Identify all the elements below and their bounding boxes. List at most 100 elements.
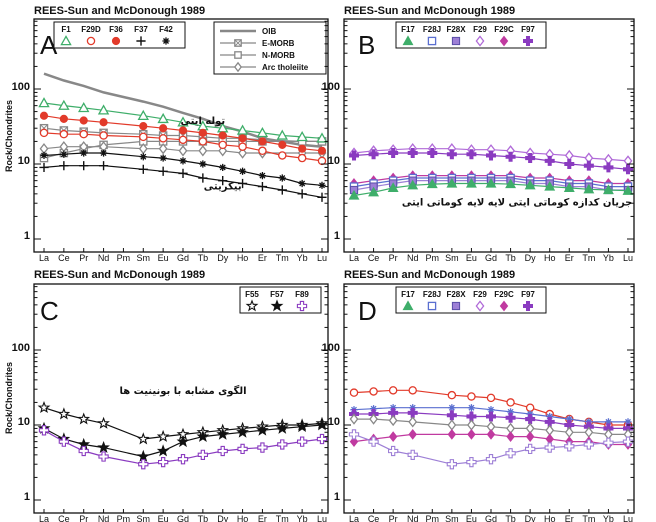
data-point	[178, 126, 188, 135]
data-point	[318, 181, 326, 189]
x-tick-label: La	[349, 514, 359, 522]
data-point	[38, 425, 50, 436]
data-point	[278, 174, 286, 182]
data-point	[258, 146, 267, 156]
annotation-label: کوماتی ایتی	[402, 197, 463, 208]
data-point	[295, 420, 309, 433]
plot-frame	[33, 283, 329, 514]
data-point	[276, 129, 288, 140]
data-point	[77, 412, 91, 425]
data-point	[297, 153, 307, 163]
chart-title: REES-Sun and McDonough 1989	[344, 269, 515, 281]
x-tick-label: Sm	[445, 253, 459, 263]
data-point	[236, 124, 249, 135]
reference-legend: OIB E-MORB N-MORB Arc tholeiite	[213, 21, 327, 75]
data-point	[467, 392, 476, 401]
data-point	[237, 178, 248, 189]
data-point	[256, 423, 269, 436]
data-point	[219, 163, 227, 172]
x-tick-label: Tm	[582, 253, 595, 263]
data-point	[137, 109, 149, 120]
data-point	[604, 418, 613, 426]
panel-letter: D	[358, 296, 377, 326]
data-point	[446, 459, 458, 470]
data-point	[486, 428, 496, 440]
x-tick-label: La	[39, 253, 49, 263]
x-tick-label: Pr	[389, 253, 398, 263]
data-point	[499, 300, 509, 312]
data-point	[278, 140, 287, 149]
data-point	[622, 185, 634, 195]
y-tick-label: 100	[322, 81, 340, 93]
x-tick-label: Lu	[317, 514, 327, 522]
data-point	[525, 431, 535, 443]
data-point	[407, 407, 418, 418]
data-point	[465, 177, 477, 188]
data-series	[348, 386, 634, 470]
x-tick-label: Ce	[58, 253, 70, 263]
data-point	[623, 164, 633, 175]
plot-frame	[343, 18, 635, 253]
legend-box	[395, 21, 547, 49]
data-point	[407, 148, 418, 159]
legend-label: F37	[134, 25, 148, 34]
data-point	[139, 122, 148, 131]
data-point	[467, 404, 476, 412]
panel-c: REES-Sun and McDonough 1989 C Rock/Chond…	[4, 269, 329, 522]
data-point	[388, 431, 398, 443]
x-tick-label: Ce	[368, 253, 380, 263]
x-tick-label: Lu	[623, 253, 633, 263]
data-point	[546, 412, 554, 421]
data-point	[525, 414, 536, 425]
data-series	[348, 143, 634, 200]
x-tick-label: Nd	[407, 253, 419, 263]
data-point	[97, 440, 110, 453]
data-point	[523, 300, 533, 312]
sample-legend: F55 F57 F89	[239, 286, 322, 314]
x-tick-labels: La Ce Pr Nd Pm Sm Eu Gd Tb Dy Ho Er Tm Yb Lu	[39, 253, 327, 263]
legend-label: E-MORB	[262, 39, 295, 48]
x-tick-label: Pm	[426, 514, 440, 522]
data-point	[40, 151, 48, 160]
x-tick-label: Gd	[485, 514, 497, 522]
x-tick-label: Pm	[117, 514, 131, 522]
data-point	[583, 183, 595, 194]
x-tick-label: Ce	[58, 514, 70, 522]
legend-label: F29D	[81, 25, 101, 34]
sample-legend: F17 F28J F28X F29 F29C F97	[395, 286, 547, 314]
annotations: توله ایتی بیکریتی	[180, 116, 241, 192]
y-tick-label: 1	[334, 491, 340, 503]
data-point	[78, 101, 90, 113]
data-point	[179, 157, 187, 165]
x-tick-label: Er	[258, 514, 267, 522]
y-tick-label: 100	[12, 342, 30, 354]
x-tick-label: Tm	[276, 253, 289, 263]
annotations: کوماتی ایتی جریان کدازه کوماتی ایتی لایه …	[402, 197, 633, 208]
data-point	[270, 299, 284, 312]
x-tick-label: La	[39, 514, 49, 522]
data-point	[505, 412, 516, 423]
y-axis-label: Rock/Chondrites	[4, 100, 14, 172]
x-tick-label: Er	[565, 253, 574, 263]
legend-label: OIB	[262, 27, 276, 36]
plot-frame	[33, 18, 329, 253]
series-f37	[39, 161, 327, 202]
data-point	[245, 299, 259, 312]
x-tick-label: Lu	[623, 514, 633, 522]
data-point	[389, 404, 397, 412]
series-f29d	[39, 128, 327, 166]
legend-label: F28X	[446, 290, 466, 299]
data-point	[158, 143, 168, 155]
data-point	[218, 140, 227, 150]
data-point	[485, 177, 497, 188]
data-point	[298, 179, 306, 188]
data-point	[79, 161, 89, 171]
y-tick-label: 1	[24, 491, 30, 503]
x-tick-label: Gd	[177, 514, 189, 522]
legend-label: F55	[245, 290, 259, 299]
data-point	[238, 167, 247, 175]
data-point	[388, 386, 398, 395]
data-point	[624, 418, 632, 426]
data-point	[217, 445, 228, 457]
